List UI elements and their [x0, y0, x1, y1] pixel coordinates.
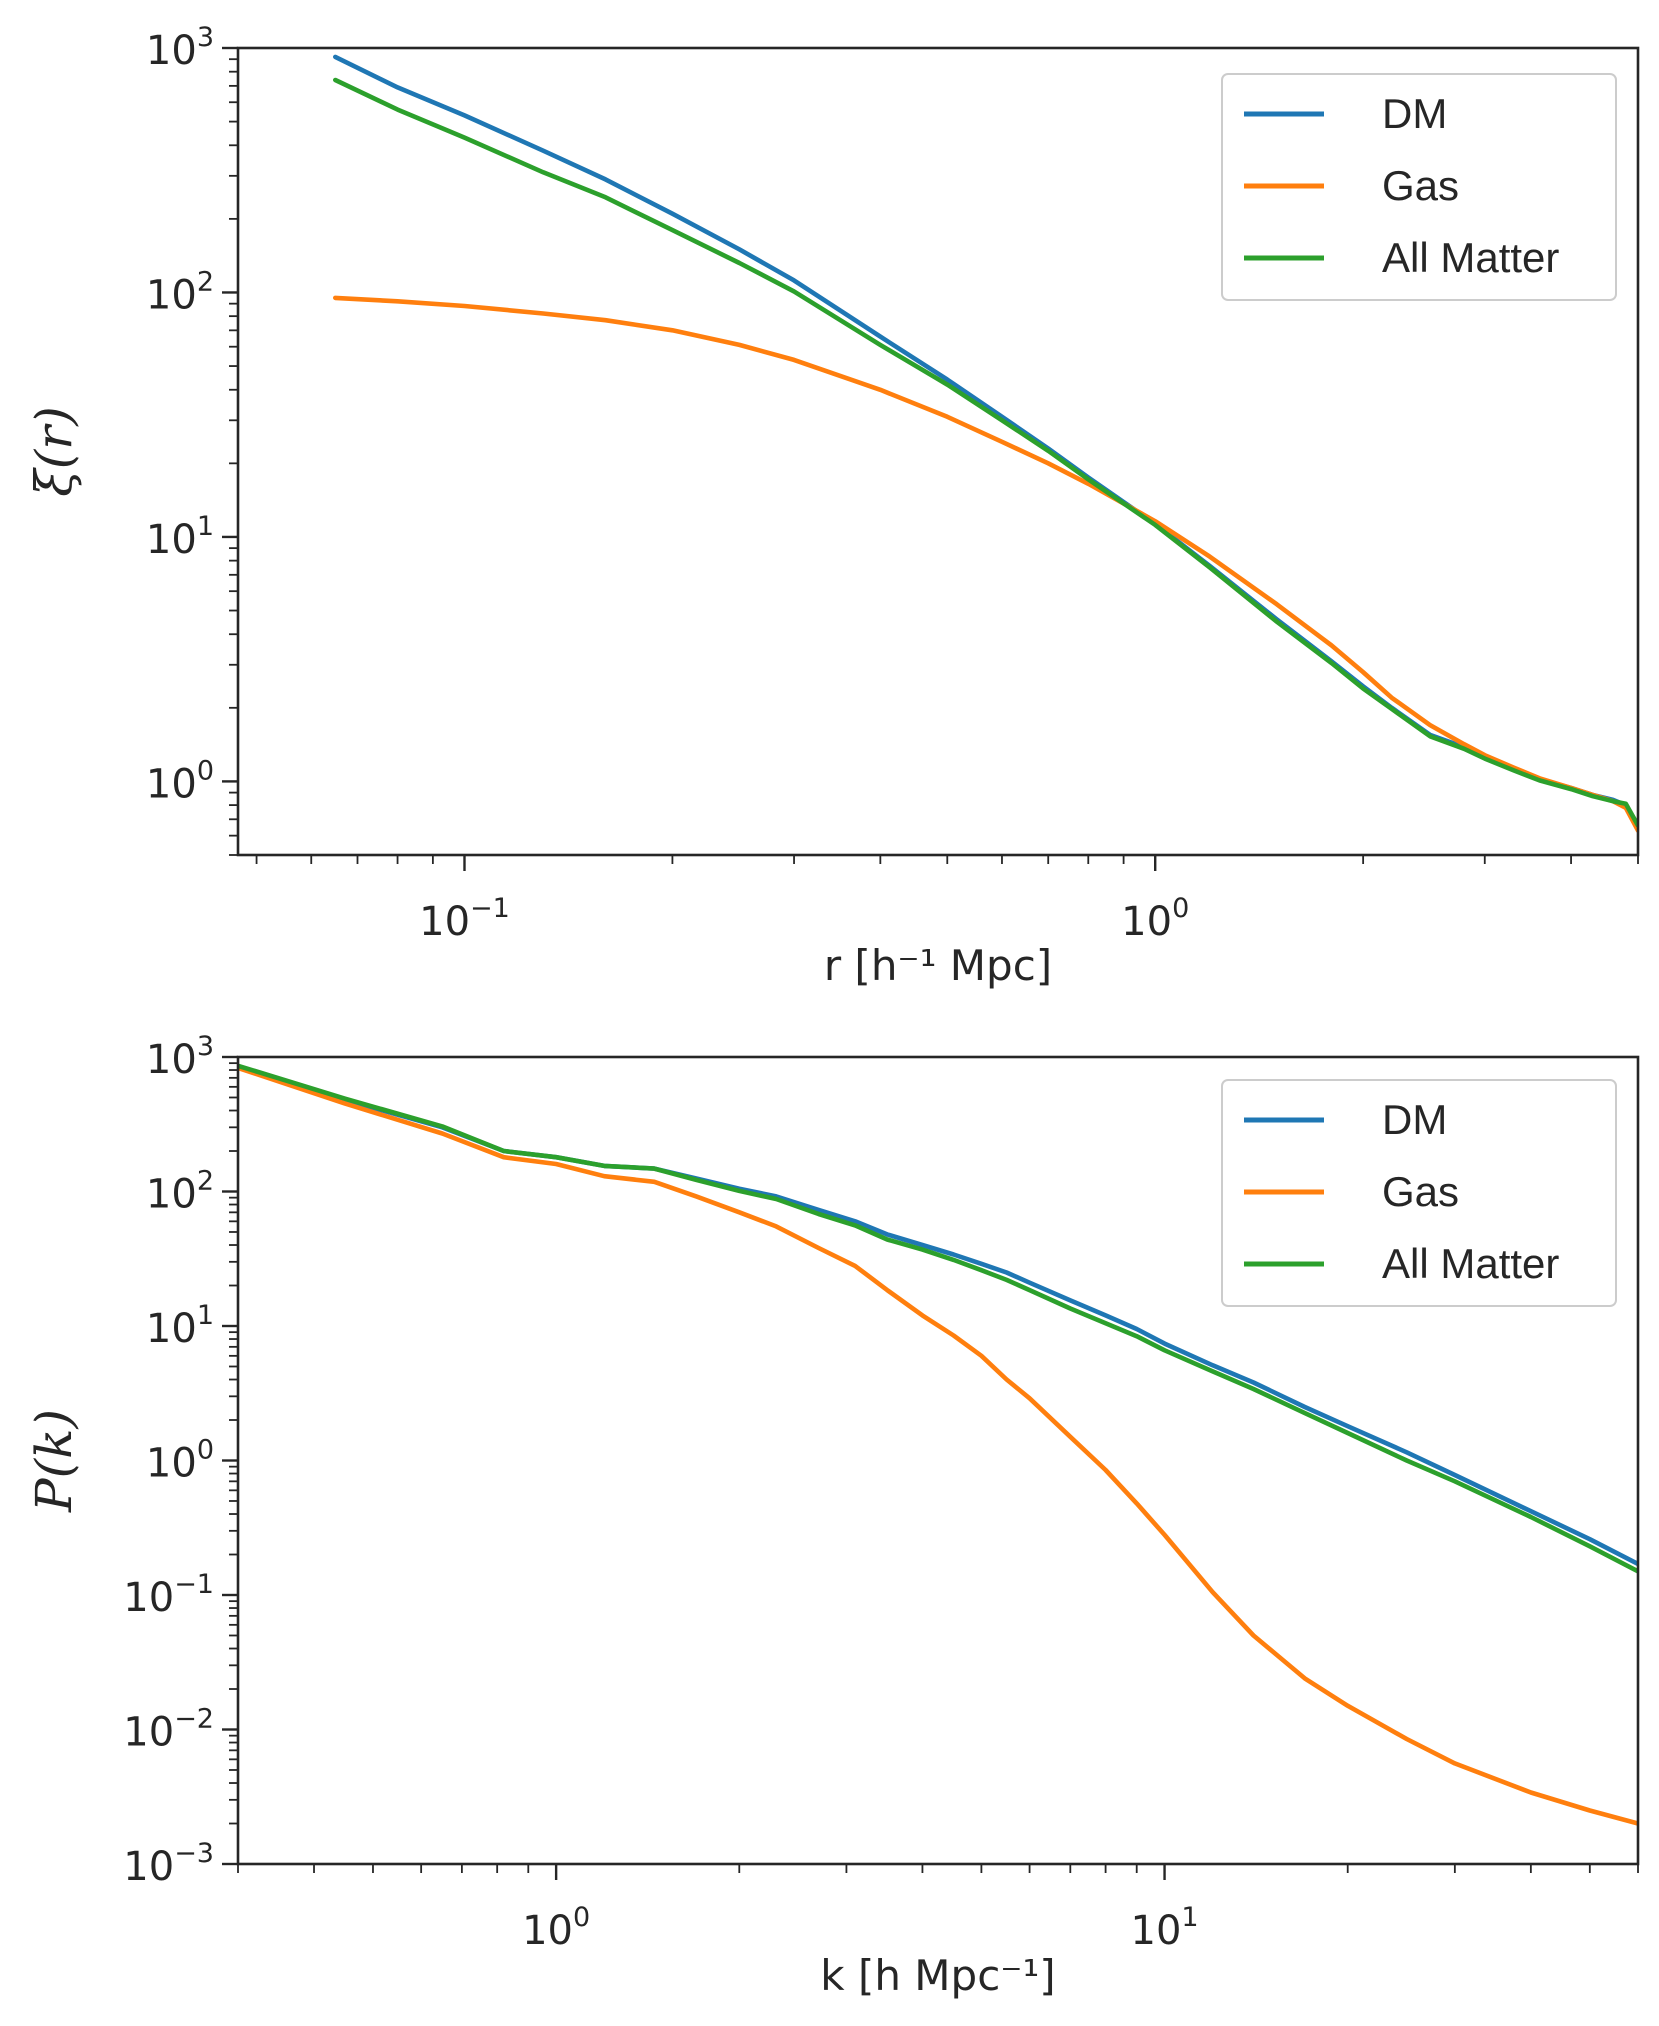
x-tick-label: 101 [1131, 1902, 1199, 1954]
legend-label-dm: DM [1382, 1096, 1447, 1143]
y-tick-label: 10−1 [123, 1569, 214, 1621]
series-line-gas [333, 295, 1638, 833]
y-tick-label: 100 [146, 755, 214, 807]
legend-label-gas: Gas [1382, 1168, 1459, 1215]
y-axis-title: P(k) [25, 1409, 83, 1513]
x-tick-label: 100 [522, 1902, 590, 1954]
series-line-all-matter [333, 77, 1638, 828]
legend-label-all-matter: All Matter [1382, 1240, 1559, 1287]
x-tick-label: 100 [1121, 893, 1189, 945]
legend: DM Gas All Matter [1221, 1079, 1617, 1307]
series-line-gas [238, 1065, 1638, 1826]
power-spectrum-panel: 100 101 10−3 10−2 10−1 100 101 102 103 k [h Mpc⁻¹… [25, 1031, 1640, 2000]
y-tick-label: 102 [146, 266, 214, 318]
legend-frame [1221, 73, 1617, 301]
series-line-all-matter [238, 1063, 1638, 1574]
y-tick-label: 100 [146, 1435, 214, 1487]
legend: DM Gas All Matter [1221, 73, 1617, 301]
legend-label-dm: DM [1382, 90, 1447, 137]
y-tick-label: 101 [146, 1300, 214, 1352]
y-tick-label: 10−3 [123, 1838, 214, 1890]
y-axis-title: ξ(r) [25, 406, 83, 496]
correlation-function-panel: 10−1 100 100 101 102 103 r [h⁻¹ Mpc] ξ(r) DM Gas A… [25, 22, 1640, 990]
series-group [333, 54, 1638, 833]
legend-frame [1221, 1079, 1617, 1307]
y-tick-label: 103 [146, 22, 214, 74]
y-tick-label: 10−2 [123, 1704, 214, 1756]
y-tick-label: 103 [146, 1031, 214, 1083]
x-axis-title: r [h⁻¹ Mpc] [824, 941, 1052, 990]
legend-label-all-matter: All Matter [1382, 234, 1559, 281]
series-group [238, 1063, 1638, 1826]
y-tick-label: 101 [146, 511, 214, 563]
y-tick-label: 102 [146, 1166, 214, 1218]
legend-label-gas: Gas [1382, 162, 1459, 209]
x-tick-label: 10−1 [419, 893, 510, 945]
x-axis-title: k [h Mpc⁻¹] [820, 1951, 1055, 2000]
plot-frame [236, 46, 1640, 857]
